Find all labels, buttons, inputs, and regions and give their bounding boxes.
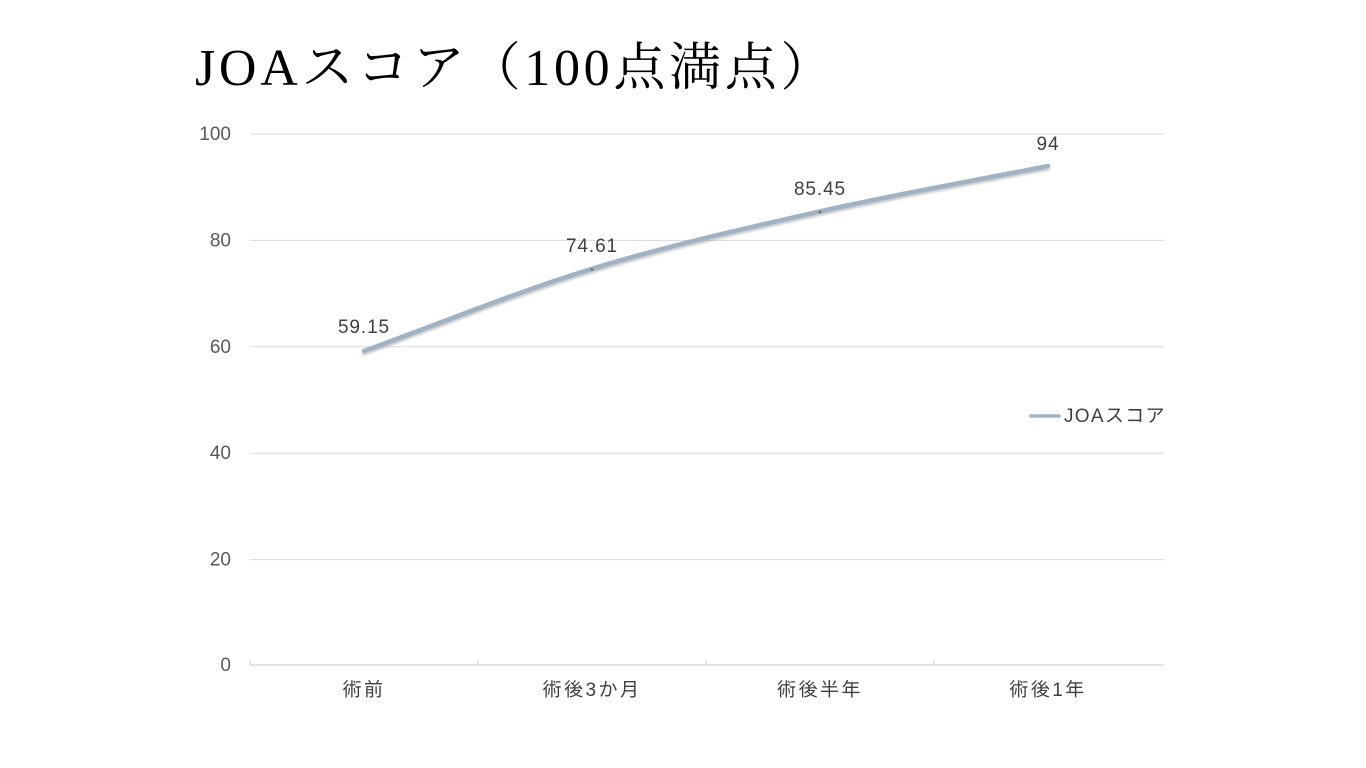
svg-text:94: 94	[1037, 134, 1060, 155]
svg-text:100: 100	[199, 124, 231, 145]
svg-text:術後半年: 術後半年	[777, 679, 863, 701]
svg-text:術後3か月: 術後3か月	[542, 679, 641, 701]
svg-text:40: 40	[210, 443, 231, 464]
svg-text:20: 20	[210, 550, 231, 571]
svg-text:59.15: 59.15	[338, 317, 390, 338]
svg-text:0: 0	[220, 655, 231, 676]
svg-text:74.61: 74.61	[566, 236, 618, 257]
svg-text:80: 80	[210, 230, 231, 251]
svg-text:85.45: 85.45	[794, 179, 846, 200]
svg-text:60: 60	[210, 337, 231, 358]
svg-text:術後1年: 術後1年	[1009, 679, 1087, 701]
svg-text:JOAスコア: JOAスコア	[1064, 406, 1166, 427]
svg-text:術前: 術前	[342, 679, 385, 701]
